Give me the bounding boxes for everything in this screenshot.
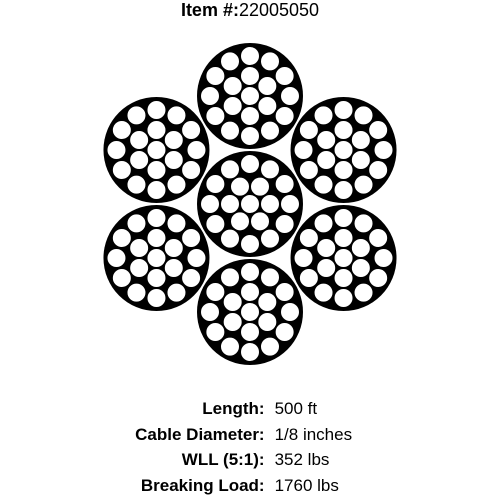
- spec-row: Length: 500 ft: [0, 396, 500, 422]
- wire-rope-cross-section-diagram: [70, 24, 430, 384]
- item-number-value: 22005050: [239, 0, 319, 20]
- spec-value: 1/8 inches: [275, 422, 500, 448]
- spec-value: 1760 lbs: [275, 473, 500, 499]
- item-number-header: Item #:22005050: [0, 0, 500, 21]
- spec-row: WLL (5:1): 352 lbs: [0, 447, 500, 473]
- spec-label: Breaking Load:: [0, 473, 275, 499]
- spec-value: 352 lbs: [275, 447, 500, 473]
- item-number-label: Item #:: [181, 0, 239, 20]
- spec-label: WLL (5:1):: [0, 447, 275, 473]
- spec-label: Cable Diameter:: [0, 422, 275, 448]
- spec-row: Breaking Load: 1760 lbs: [0, 473, 500, 499]
- spec-row: Cable Diameter: 1/8 inches: [0, 422, 500, 448]
- specifications-table: Length: 500 ft Cable Diameter: 1/8 inche…: [0, 396, 500, 498]
- cross-section-svg: [70, 24, 430, 384]
- spec-label: Length:: [0, 396, 275, 422]
- spec-value: 500 ft: [275, 396, 500, 422]
- product-page: Item #:22005050 Length: 500 ft Cable Dia…: [0, 0, 500, 500]
